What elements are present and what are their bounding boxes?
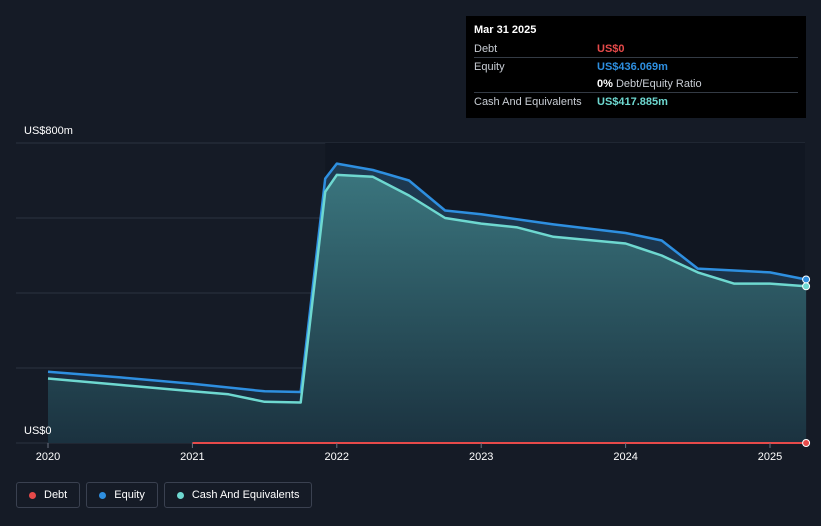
legend-item-equity[interactable]: Equity — [86, 482, 158, 508]
end-markers — [802, 275, 811, 447]
cash-end-marker — [802, 282, 811, 291]
chart-lines — [47, 162, 807, 444]
legend: Debt Equity Cash And Equivalents — [16, 482, 313, 508]
legend-equity-label: Equity — [114, 489, 145, 501]
equity-end-marker — [802, 275, 811, 284]
equity-dot-icon — [99, 491, 107, 499]
tooltip-ratio-number: 0% — [597, 77, 613, 90]
cash-area — [48, 174, 807, 443]
tooltip-ratio-value: 0% Debt/Equity Ratio — [597, 78, 702, 90]
x-tick-label-2020: 2020 — [36, 451, 60, 463]
x-tick-label-2023: 2023 — [469, 451, 493, 463]
tooltip-date: Mar 31 2025 — [474, 24, 537, 36]
x-tick-label-2022: 2022 — [325, 451, 349, 463]
cash-line — [47, 173, 807, 404]
legend-cash-label: Cash And Equivalents — [191, 489, 300, 501]
equity-line — [47, 162, 807, 394]
legend-item-debt[interactable]: Debt — [16, 482, 81, 508]
tooltip-row-cash: Cash And Equivalents US$417.885m — [474, 92, 798, 110]
tooltip-row-equity: Equity US$436.069m — [474, 57, 798, 75]
tooltip-equity-value: US$436.069m — [597, 60, 668, 73]
x-axis-ticks: 2020 2021 2022 2023 2024 2025 — [36, 443, 782, 463]
x-tick-label-2021: 2021 — [180, 451, 204, 463]
cash-dot-icon — [176, 491, 184, 499]
tooltip-debt-value: US$0 — [597, 42, 625, 55]
tooltip-ratio-suffix: Debt/Equity Ratio — [615, 77, 702, 90]
tooltip-row-ratio: 0% Debt/Equity Ratio — [474, 75, 798, 92]
y-axis-bottom-label: US$0 — [24, 425, 52, 437]
tooltip-cash-value: US$417.885m — [597, 95, 668, 108]
legend-item-cash[interactable]: Cash And Equivalents — [163, 482, 313, 508]
debt-end-marker — [802, 439, 811, 447]
y-axis-top-label: US$800m — [24, 125, 73, 137]
tooltip: Mar 31 2025 Debt US$0 Equity US$436.069m… — [466, 16, 806, 118]
x-tick-label-2024: 2024 — [613, 451, 637, 463]
tooltip-row-debt: Debt US$0 — [474, 40, 798, 57]
debt-dot-icon — [29, 491, 36, 499]
legend-debt-label: Debt — [44, 489, 68, 501]
tooltip-cash-label: Cash And Equivalents — [474, 95, 582, 108]
tooltip-equity-label: Equity — [474, 60, 505, 73]
x-tick-label-2025: 2025 — [758, 451, 782, 463]
tooltip-debt-label: Debt — [474, 42, 498, 55]
